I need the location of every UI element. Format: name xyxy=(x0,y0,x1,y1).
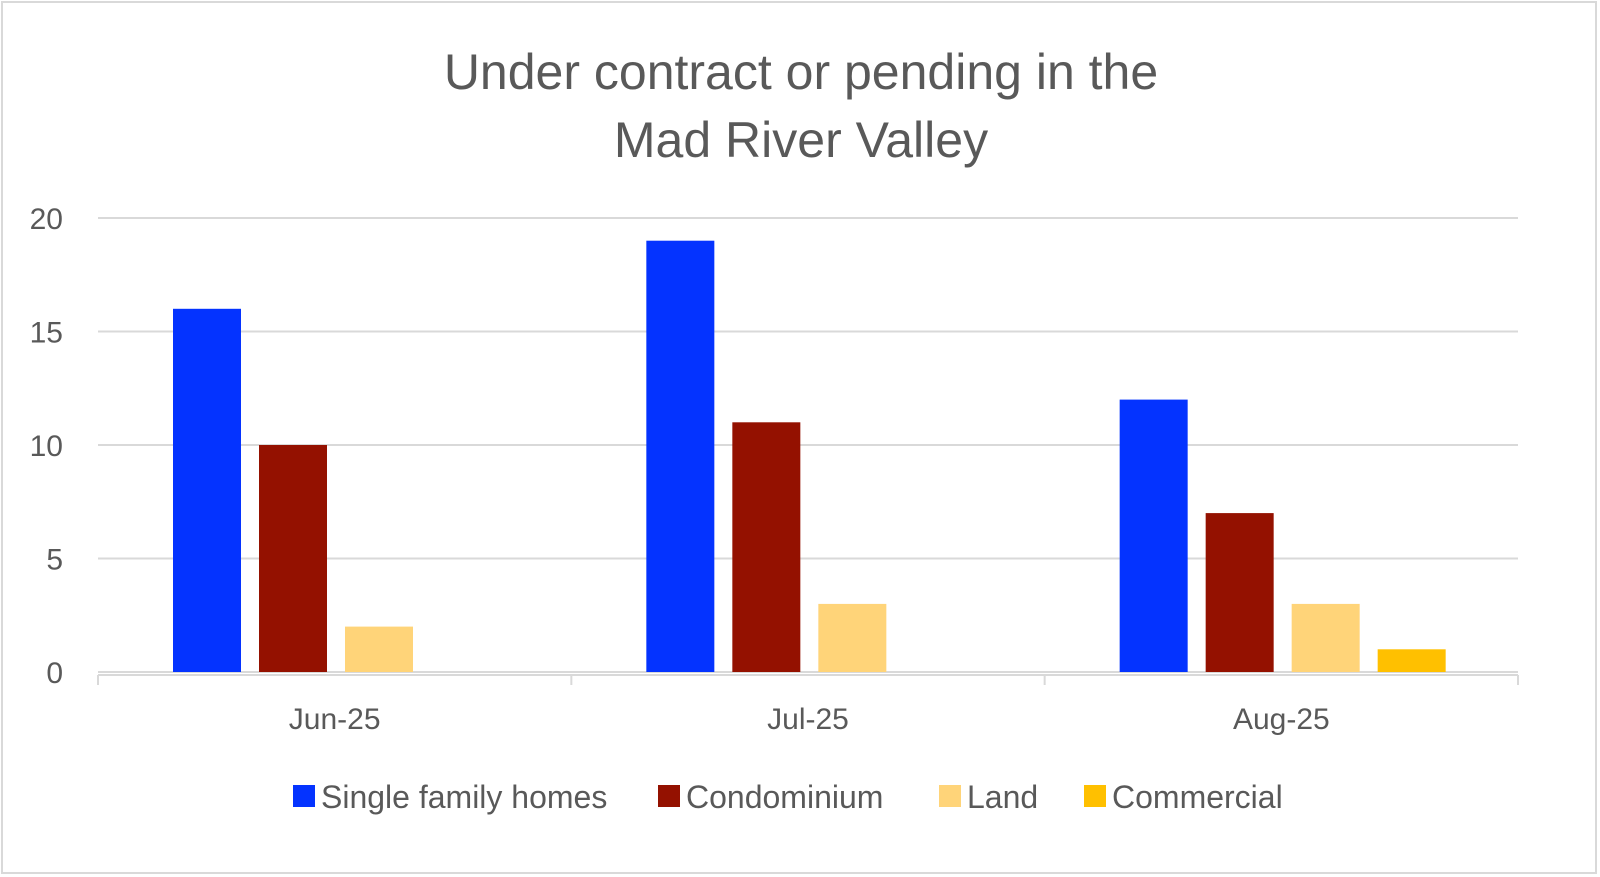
legend-label: Single family homes xyxy=(321,779,607,815)
legend-swatch xyxy=(293,785,315,807)
x-tick-label: Jul-25 xyxy=(767,703,849,736)
y-tick-label: 15 xyxy=(30,317,63,350)
y-tick-label: 5 xyxy=(46,544,63,577)
legend-swatch xyxy=(658,785,680,807)
x-tick-label: Jun-25 xyxy=(289,703,381,736)
bar-commercial-aug-25 xyxy=(1377,649,1446,672)
gridlines: 0 5 10 15 20 xyxy=(30,203,1518,690)
x-tick-label: Aug-25 xyxy=(1233,703,1330,736)
chart-title-line-1: Under contract or pending in the xyxy=(444,44,1158,100)
bar-land-aug-25 xyxy=(1291,603,1360,672)
bar-land-jul-25 xyxy=(818,603,887,672)
y-tick-label: 20 xyxy=(30,203,63,236)
chart-title-line-2: Mad River Valley xyxy=(614,112,988,168)
bar-land-jun-25 xyxy=(345,626,413,672)
legend-label: Condominium xyxy=(686,779,883,815)
legend-swatch xyxy=(939,785,961,807)
bar-single-family-homes-aug-25 xyxy=(1119,399,1188,672)
y-tick-label: 10 xyxy=(30,430,63,463)
bar-condominium-jul-25 xyxy=(732,422,801,672)
x-axis: Jun-25 Jul-25 Aug-25 xyxy=(97,674,1519,736)
bar-condominium-aug-25 xyxy=(1205,513,1274,672)
legend-swatch xyxy=(1084,785,1106,807)
bar-condominium-jun-25 xyxy=(259,445,327,672)
bar-single-family-homes-jun-25 xyxy=(173,308,241,672)
legend-label: Commercial xyxy=(1112,779,1283,815)
legend-label: Land xyxy=(967,779,1038,815)
y-tick-label: 0 xyxy=(46,657,63,690)
bars xyxy=(173,240,1446,672)
legend: Single family homes Condominium Land Commer… xyxy=(293,779,1283,815)
bar-single-family-homes-jul-25 xyxy=(646,240,715,672)
chart: Under contract or pending in the Mad Riv… xyxy=(30,44,1519,815)
